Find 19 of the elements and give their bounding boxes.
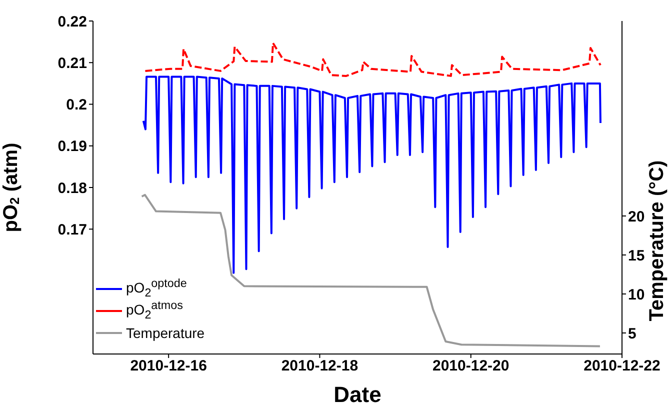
- line-series: [144, 42, 602, 77]
- y-tick-label: 0.2: [66, 96, 87, 114]
- y2-tick-label: 20: [628, 208, 645, 226]
- x-tick-label: 2010-12-16: [130, 358, 207, 375]
- x-tick-label: 2010-12-18: [281, 358, 358, 375]
- y-tick-label: 0.22: [58, 13, 87, 30]
- y2-axis-title: Temperature (°C): [646, 160, 668, 322]
- y-tick-label: 0.17: [58, 221, 87, 238]
- y-tick-label: 0.18: [58, 180, 87, 197]
- legend-label: Temperature: [126, 324, 205, 343]
- y2-tick-label: 15: [628, 247, 645, 264]
- y2-tick-label: 10: [628, 286, 645, 304]
- x-tick-label: 2010-12-20: [432, 358, 510, 375]
- y-tick-label: 0.19: [58, 138, 87, 156]
- x-axis-title: Date: [334, 382, 382, 407]
- y-tick-label: 0.21: [58, 54, 87, 72]
- x-tick-label: 2010-12-22: [584, 358, 660, 375]
- y2-tick-label: 5: [628, 325, 636, 342]
- line-series: [142, 76, 602, 274]
